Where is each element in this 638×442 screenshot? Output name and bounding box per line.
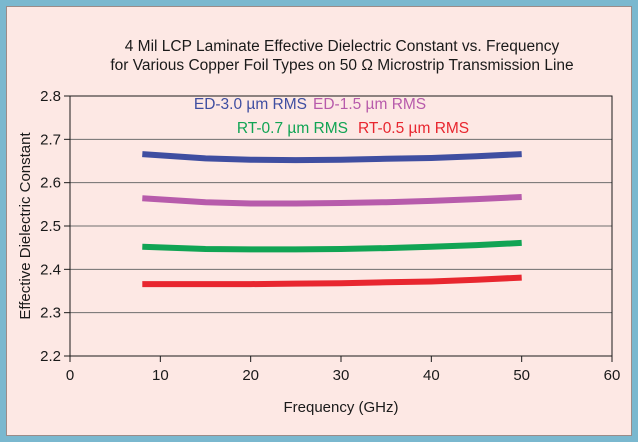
series-line-0	[142, 151, 522, 164]
y-tick-label: 2.3	[40, 305, 61, 322]
y-tick-label: 2.8	[40, 88, 61, 105]
legend-entry-1: ED-1.5 µm RMS	[313, 96, 426, 113]
y-tick-label: 2.2	[40, 348, 61, 365]
series-line-1	[142, 194, 522, 207]
x-tick-label: 30	[333, 367, 350, 384]
y-tick-label: 2.6	[40, 175, 61, 192]
axis-ticks: 2.2 2.3 2.4 2.5 2.6 2.7 2.8 0 10 20 30 40 50 60	[40, 88, 620, 384]
x-tick-label: 0	[66, 367, 74, 384]
y-tick-label: 2.5	[40, 218, 61, 235]
series-line-3	[142, 274, 522, 288]
legend: ED-3.0 µm RMS ED-1.5 µm RMS RT-0.7 µm RMS R…	[194, 96, 469, 137]
x-tick-label: 60	[604, 367, 621, 384]
y-tick-label: 2.4	[40, 261, 61, 278]
x-tick-label: 40	[423, 367, 440, 384]
x-tick-label: 10	[152, 367, 169, 384]
series-lines	[142, 151, 522, 288]
y-axis-label: Effective Dielectric Constant	[17, 132, 34, 320]
chart-subtitle: for Various Copper Foil Types on 50 Ω Mi…	[110, 57, 573, 74]
x-tick-label: 20	[242, 367, 259, 384]
series-line-2	[142, 239, 522, 253]
legend-entry-3: RT-0.5 µm RMS	[358, 120, 469, 137]
legend-entry-2: RT-0.7 µm RMS	[237, 120, 348, 137]
chart-title: 4 Mil LCP Laminate Effective Dielectric …	[125, 38, 560, 55]
x-tick-label: 50	[513, 367, 530, 384]
y-tick-label: 2.7	[40, 131, 61, 148]
chart-panel	[6, 6, 632, 436]
legend-entry-0: ED-3.0 µm RMS	[194, 96, 307, 113]
x-axis-label: Frequency (GHz)	[283, 399, 398, 416]
